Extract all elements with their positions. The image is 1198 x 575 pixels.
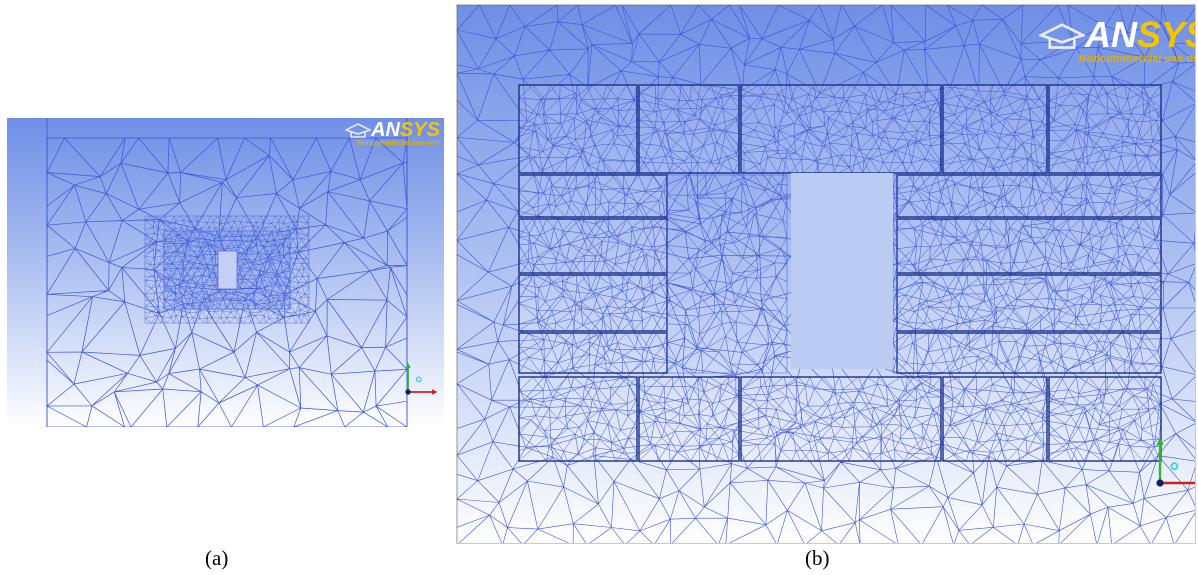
mesh-path [144,215,310,324]
ansys-logo-word: ANSYS [1037,14,1195,55]
mesh-edges [144,215,310,324]
logo-subtitle: Noncommercial use only [1078,53,1196,65]
ansys-logo-word: ANSYS [344,119,440,141]
axis-triad-icon [1156,437,1195,487]
ansys-cap-icon [1037,23,1087,50]
block-outline [638,376,740,462]
ansys-logo-b: ANSYS Noncommercial use only [1037,14,1196,65]
center-slot [217,250,238,290]
mesh-view-a: ANSYS Noncommercial use only [7,118,444,427]
block-outline [1048,84,1162,174]
conductor-block [519,377,637,461]
mesh-a-canvas [46,118,438,427]
conductor-block [897,219,1161,273]
conductor-block [519,219,667,273]
logo-sys: SYS [399,119,440,141]
axis-triad-icon [405,362,438,395]
block-outline [942,376,1048,462]
conductor-block [897,275,1161,331]
mesh-b-canvas [457,5,1195,543]
logo-an: AN [1084,14,1137,55]
logo-subtitle: Noncommercial use only [357,140,440,147]
block-outline [518,84,638,174]
caption-a: (a) [205,546,229,570]
logo-sys: SYS [1136,14,1195,55]
mesh-view-b: ANSYS Noncommercial use only [456,4,1196,544]
conductor-block [741,85,941,173]
conductor-block [519,333,667,373]
ansys-cap-icon [344,122,373,138]
block-outline [942,84,1048,174]
caption-b: (b) [805,546,830,570]
mesh-edges [666,174,788,374]
mesh-path [666,174,788,374]
conductor-block [519,175,667,217]
ansys-logo-a: ANSYS Noncommercial use only [344,119,440,147]
logo-an: AN [371,119,400,141]
conductor-block [519,275,667,331]
block-outline [740,376,942,462]
block-outline [518,376,638,462]
conductor-block [943,377,1047,461]
center-slot [791,173,893,369]
block-outline [1048,376,1162,462]
block-outline [638,84,740,174]
conductor-block [897,333,1161,373]
